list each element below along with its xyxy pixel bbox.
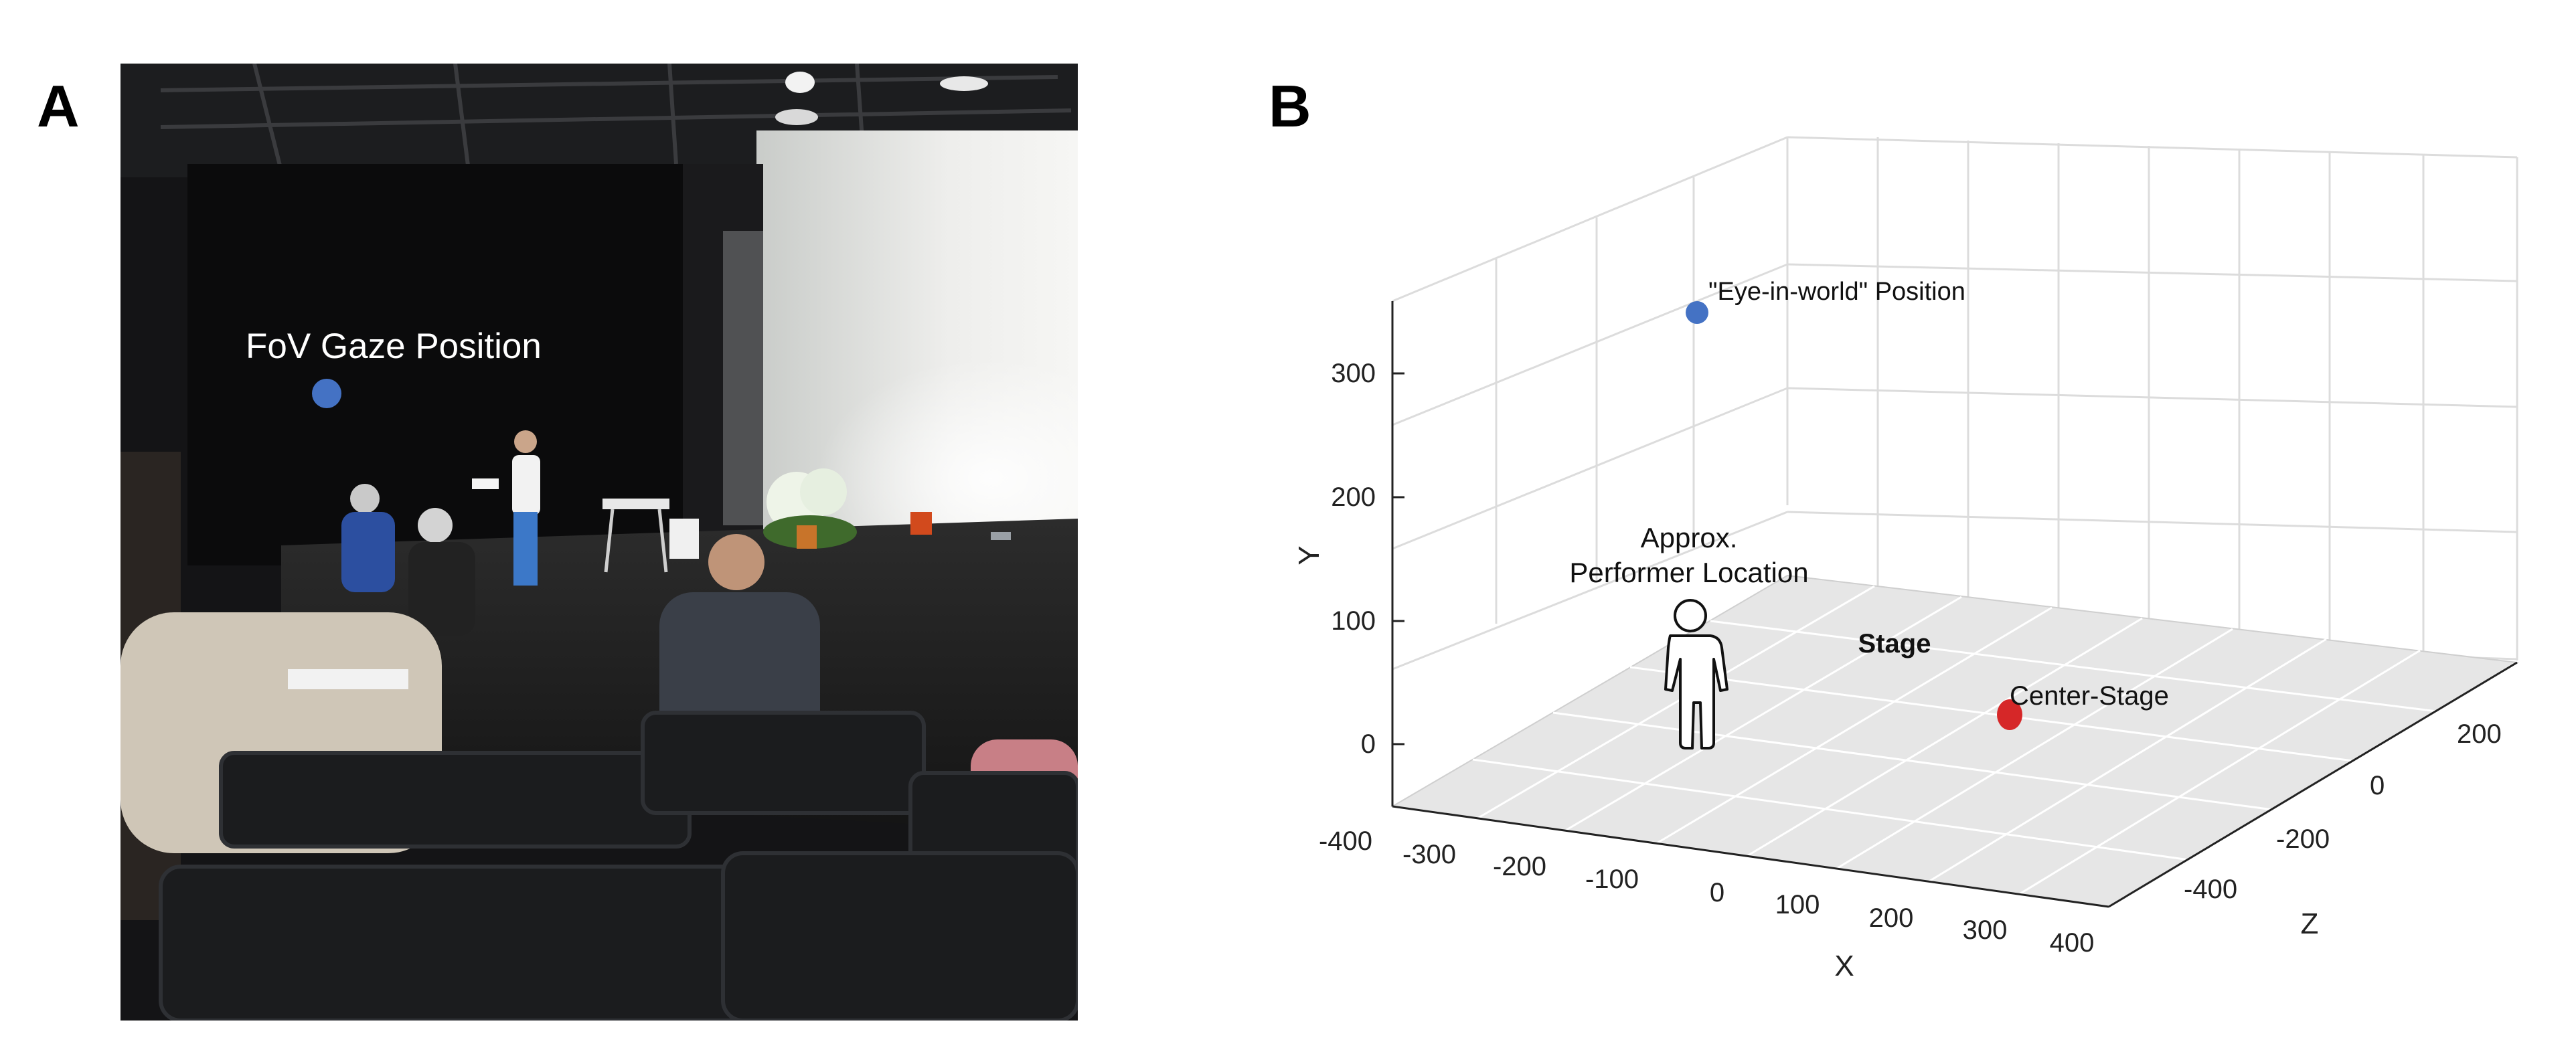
performer-label-line2: Performer Location	[1569, 557, 1808, 588]
ceiling-truss	[160, 64, 1072, 171]
gaze-marker	[312, 379, 341, 408]
x-tick-4: 100	[1775, 890, 1820, 919]
x-axis-label: X	[1834, 950, 1854, 982]
x-tick-5: 200	[1869, 903, 1914, 933]
seat-rows	[159, 711, 1078, 1021]
z-axis-label: Z	[2301, 907, 2319, 940]
stage-label: Stage	[1858, 629, 1931, 658]
panel-a-letter: A	[37, 73, 80, 139]
theatre-photo: FoV Gaze Position	[120, 64, 1078, 1021]
scene-3d-plot: 0 100 200 300 -400 -300 -200 -100 0 100 …	[1293, 136, 2520, 982]
x-tick-1: -200	[1493, 852, 1546, 881]
back-wall-grid	[1786, 136, 2518, 660]
y-axis-label: Y	[1293, 545, 1325, 565]
y-axis-ticks	[1392, 372, 1404, 745]
stage-floor-plane	[1390, 574, 2520, 908]
x-tick-0: -300	[1402, 840, 1456, 869]
x-corner-tick: -400	[1319, 826, 1372, 856]
x-tick-2: -100	[1585, 865, 1639, 894]
center-stage-marker	[1997, 699, 2022, 730]
ceiling-lights	[775, 72, 988, 125]
z-tick-3: 200	[2457, 719, 2502, 749]
center-stage-label: Center-Stage	[2010, 681, 2169, 711]
pillar-light	[723, 231, 763, 525]
eye-in-world-marker	[1686, 301, 1708, 324]
x-tick-3: 0	[1710, 878, 1724, 907]
x-tick-7: 400	[2050, 928, 2095, 958]
stage-floor-grid	[1472, 585, 2437, 896]
panel-b-letter: B	[1269, 73, 1311, 139]
y-tick-3: 300	[1331, 359, 1376, 388]
performer-label-line1: Approx.	[1641, 522, 1738, 553]
props	[602, 468, 1011, 573]
z-tick-0: -400	[2184, 875, 2237, 904]
y-tick-1: 100	[1331, 606, 1376, 636]
z-tick-1: -200	[2276, 824, 2330, 854]
x-tick-6: 300	[1963, 915, 2008, 945]
eye-in-world-label: "Eye-in-world" Position	[1708, 278, 1965, 306]
gaze-label: FoV Gaze Position	[246, 327, 542, 366]
axis-lines	[1391, 301, 2518, 908]
y-tick-0: 0	[1361, 729, 1376, 759]
y-tick-2: 200	[1331, 482, 1376, 512]
z-tick-2: 0	[2370, 771, 2385, 800]
performer-in-photo	[472, 430, 540, 586]
side-wall-grid	[1392, 136, 1788, 671]
person-icon	[1664, 599, 1728, 749]
